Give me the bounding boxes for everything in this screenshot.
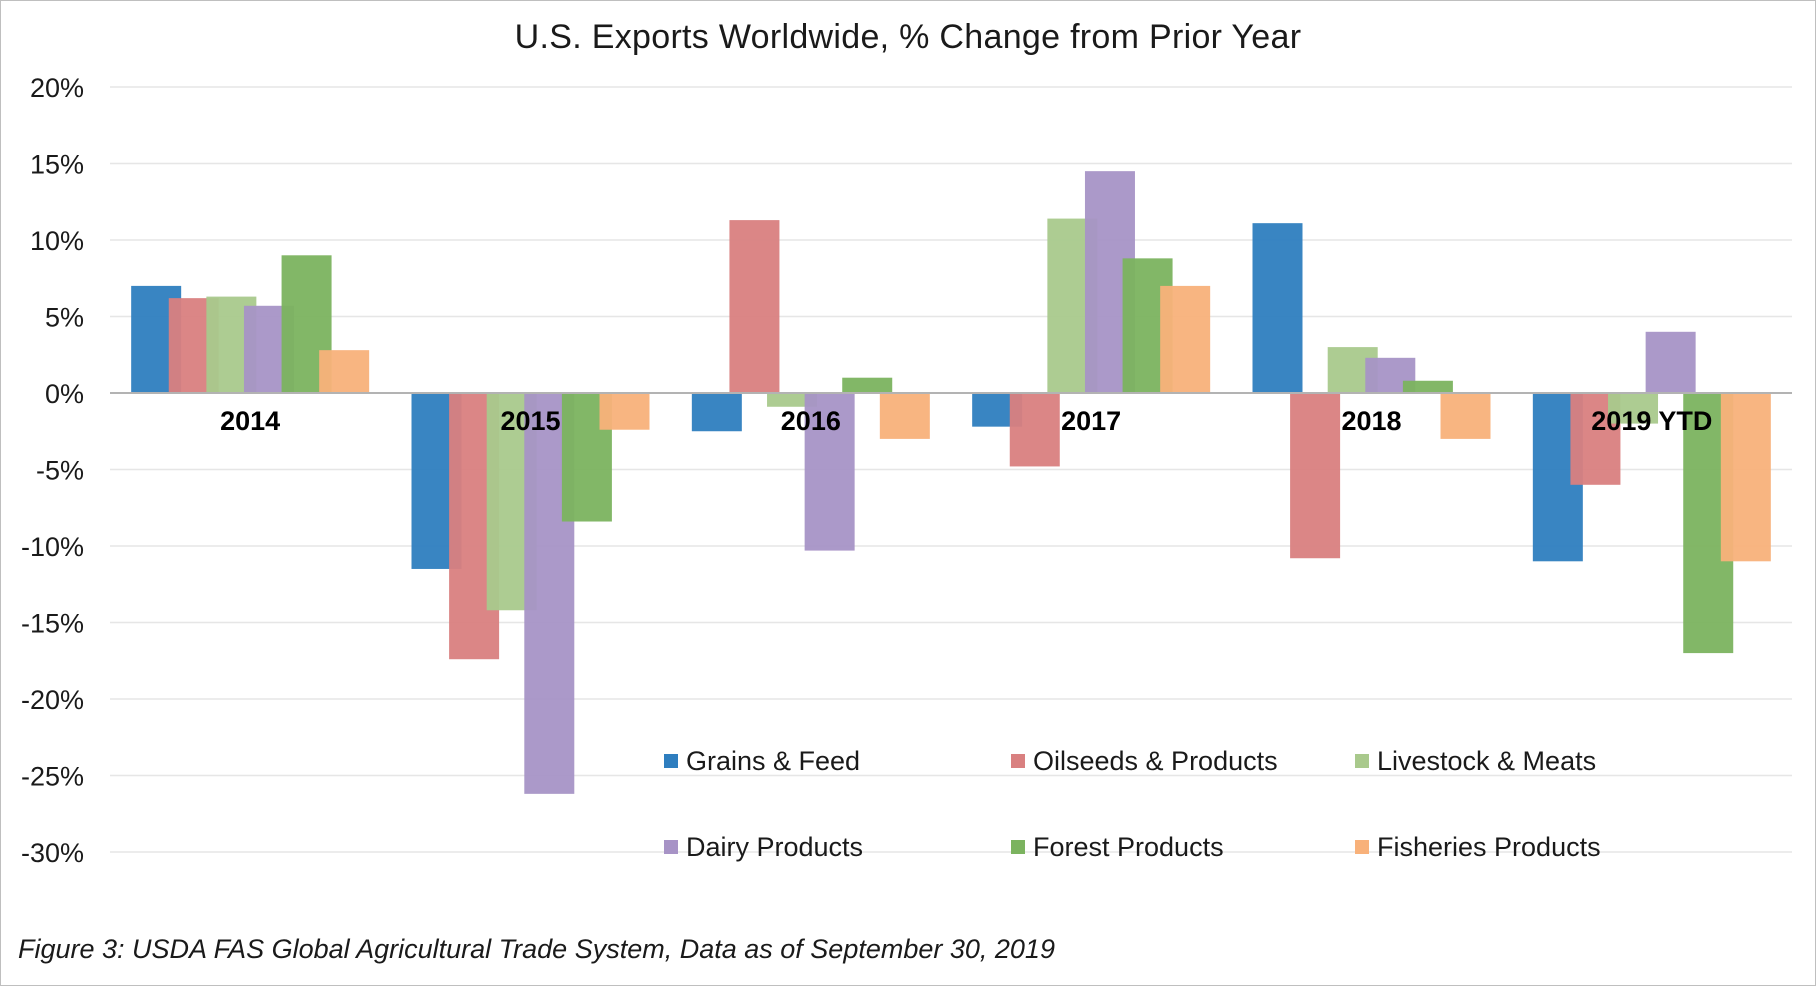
grid-lines [110, 86, 1792, 853]
bar [1645, 331, 1696, 393]
legend-label: Livestock & Meats [1377, 746, 1596, 776]
category-labels: 2014 2015 2016 2017 2018 2019 YTD [220, 406, 1712, 436]
legend-swatch [1355, 840, 1369, 854]
category-label: 2019 YTD [1591, 406, 1712, 436]
legend: Grains & Feed Oilseeds & Products Livestoc… [664, 746, 1601, 862]
legend-label: Dairy Products [686, 832, 863, 862]
y-axis: 20% 15% 10% 5% 0% -5% -10% -15% -20% -25% -30% [21, 73, 84, 868]
category-label: 2018 [1341, 406, 1401, 436]
y-tick-label: -20% [21, 685, 84, 715]
legend-label: Fisheries Products [1377, 832, 1601, 862]
bar [842, 377, 893, 393]
category-label: 2016 [781, 406, 841, 436]
y-tick-label: -15% [21, 609, 84, 639]
legend-label: Oilseeds & Products [1033, 746, 1278, 776]
bar [1009, 393, 1060, 467]
bar [767, 393, 818, 407]
y-tick-label: 20% [30, 73, 84, 103]
y-tick-label: 0% [45, 379, 84, 409]
bar-chart: 20% 15% 10% 5% 0% -5% -10% -15% -20% -25% -30% 201… [21, 73, 1792, 868]
figure-caption: Figure 3: USDA FAS Global Agricultural T… [18, 934, 1055, 964]
y-tick-label: 5% [45, 303, 84, 333]
category-label: 2017 [1061, 406, 1121, 436]
legend-swatch [1011, 754, 1025, 768]
y-tick-label: -30% [21, 838, 84, 868]
legend-swatch [664, 840, 678, 854]
bar [879, 393, 930, 439]
y-tick-label: 15% [30, 150, 84, 180]
bar [1440, 393, 1491, 439]
bar [599, 393, 650, 430]
bar [319, 350, 370, 393]
bars [131, 171, 1771, 794]
y-tick-label: -5% [36, 456, 84, 486]
bar [691, 393, 742, 432]
legend-label: Forest Products [1033, 832, 1224, 862]
y-tick-label: 10% [30, 226, 84, 256]
y-tick-label: -10% [21, 532, 84, 562]
bar [1252, 223, 1303, 393]
legend-swatch [664, 754, 678, 768]
bar [729, 220, 780, 393]
category-label: 2015 [500, 406, 560, 436]
bar [1290, 393, 1341, 559]
bar [1608, 393, 1659, 424]
legend-swatch [1355, 754, 1369, 768]
legend-label: Grains & Feed [686, 746, 860, 776]
bar [1720, 393, 1771, 562]
legend-swatch [1011, 840, 1025, 854]
category-label: 2014 [220, 406, 280, 436]
bar [1160, 285, 1211, 393]
y-tick-label: -25% [21, 762, 84, 792]
chart-title: U.S. Exports Worldwide, % Change from Pr… [514, 18, 1302, 56]
bar [1402, 380, 1453, 393]
bar [804, 393, 855, 551]
